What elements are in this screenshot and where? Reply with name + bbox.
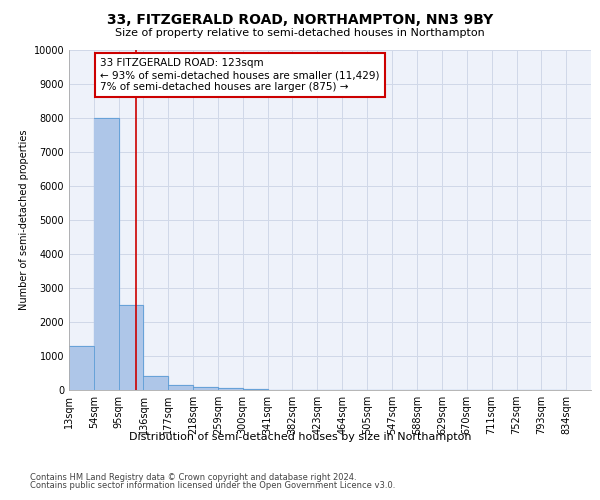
Y-axis label: Number of semi-detached properties: Number of semi-detached properties [19,130,29,310]
Polygon shape [143,376,169,390]
Text: 33 FITZGERALD ROAD: 123sqm
← 93% of semi-detached houses are smaller (11,429)
7%: 33 FITZGERALD ROAD: 123sqm ← 93% of semi… [100,58,379,92]
Polygon shape [94,118,119,390]
Text: Contains public sector information licensed under the Open Government Licence v3: Contains public sector information licen… [30,482,395,490]
Polygon shape [119,305,143,390]
Text: 33, FITZGERALD ROAD, NORTHAMPTON, NN3 9BY: 33, FITZGERALD ROAD, NORTHAMPTON, NN3 9B… [107,12,493,26]
Polygon shape [169,385,193,390]
Polygon shape [193,386,218,390]
Text: Distribution of semi-detached houses by size in Northampton: Distribution of semi-detached houses by … [129,432,471,442]
Text: Size of property relative to semi-detached houses in Northampton: Size of property relative to semi-detach… [115,28,485,38]
Polygon shape [218,388,243,390]
Text: Contains HM Land Registry data © Crown copyright and database right 2024.: Contains HM Land Registry data © Crown c… [30,472,356,482]
Polygon shape [69,346,94,390]
